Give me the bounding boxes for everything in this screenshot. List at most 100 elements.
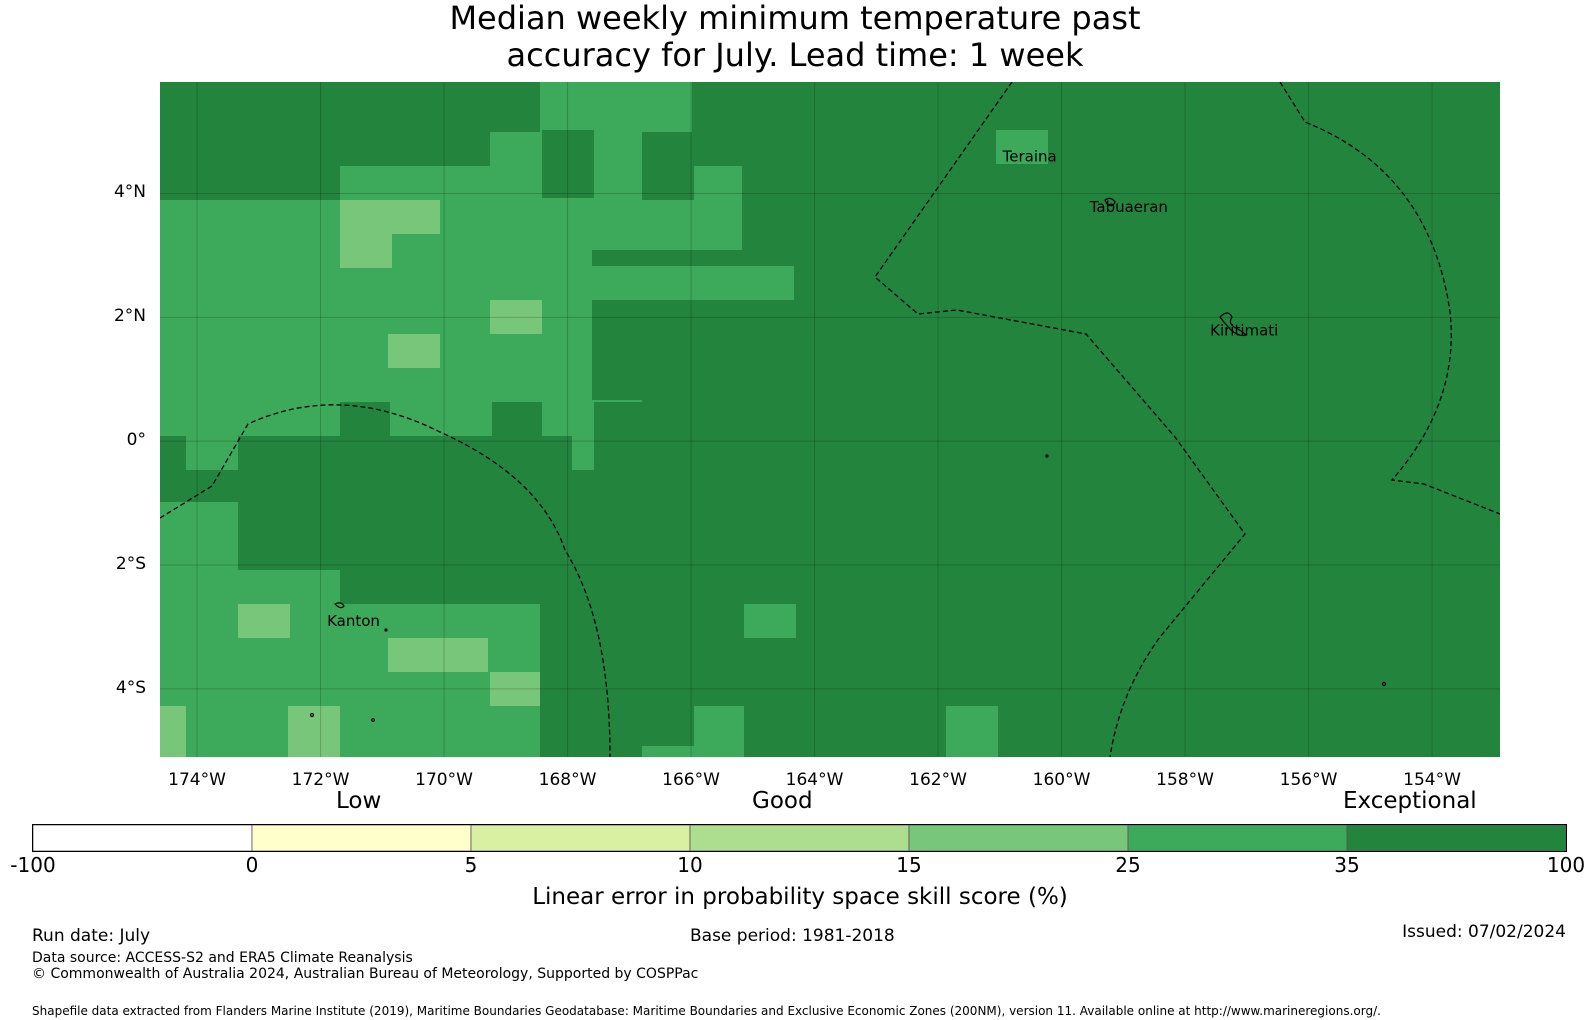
colorbar-tick-label: 15 <box>896 853 922 877</box>
colorbar-tick-label: 35 <box>1334 853 1360 877</box>
colorbar-tick-label: -100 <box>10 853 56 877</box>
kanton-eez-boundary <box>160 404 611 757</box>
cell-light <box>238 604 290 638</box>
small-reef-4 <box>1045 454 1049 458</box>
lon-tick-label: 174°W <box>168 770 226 790</box>
lon-tick-label: 154°W <box>1403 770 1461 790</box>
cell-dark <box>542 130 594 198</box>
small-reef-3 <box>1381 681 1387 687</box>
lon-tick-label: 170°W <box>415 770 473 790</box>
cell-block <box>490 132 542 166</box>
cell-block <box>744 604 796 638</box>
lon-tick-label: 172°W <box>291 770 350 790</box>
colorbar-tick-label: 0 <box>245 853 259 877</box>
cell-light <box>340 200 440 234</box>
eez-boundaries <box>160 82 1500 757</box>
colorbar-segment <box>1127 824 1348 852</box>
cell-light <box>340 234 392 268</box>
title-line-2: accuracy for July. Lead time: 1 week <box>506 36 1084 74</box>
line-islands-eez-boundary <box>874 82 1246 757</box>
data-source: Data source: ACCESS-S2 and ERA5 Climate … <box>32 950 413 966</box>
cell-dark <box>642 400 742 434</box>
colorbar-segment <box>251 824 472 852</box>
place-labels: Teraina Tabuaeran Kiritimati Kanton <box>327 147 1278 629</box>
place-label-kiritimati: Kiritimati <box>1210 321 1278 339</box>
base-period: Base period: 1981-2018 <box>690 926 895 946</box>
colorbar-frame <box>32 824 1567 852</box>
cell-block <box>160 200 340 232</box>
cell-light <box>388 638 488 672</box>
cell-light <box>288 706 340 757</box>
issued-date: Issued: 07/02/2024 <box>1402 922 1566 942</box>
cell-block <box>642 266 742 300</box>
shapefile-credit: Shapefile data extracted from Flanders M… <box>32 1004 1381 1018</box>
cell-block <box>742 266 794 300</box>
lon-tick-label: 162°W <box>909 770 967 790</box>
islands <box>309 197 1387 722</box>
cell-block <box>388 402 492 436</box>
place-label-kanton: Kanton <box>327 612 380 630</box>
category-low: Low <box>336 788 382 814</box>
cell-light <box>490 300 542 334</box>
cell-block <box>160 436 186 470</box>
kiritimati-atoll <box>1219 312 1248 337</box>
cell-light <box>160 706 186 757</box>
cell-dark <box>592 300 742 400</box>
colorbar <box>32 824 1567 852</box>
lat-tick-label: 2°S <box>115 554 146 575</box>
cell-dark <box>642 672 742 706</box>
kanton-atoll <box>333 602 345 609</box>
lat-tick-label: 0° <box>126 430 146 451</box>
place-label-tabuaeran: Tabuaeran <box>1089 198 1168 216</box>
category-good: Good <box>752 788 813 814</box>
cell-block <box>946 706 998 757</box>
cell-dark <box>642 166 694 200</box>
copyright: © Commonwealth of Australia 2024, Austra… <box>32 966 699 982</box>
cell-block <box>540 82 692 132</box>
colorbar-segment <box>470 824 691 852</box>
lon-tick-label: 166°W <box>662 770 720 790</box>
cell-block <box>590 132 642 166</box>
colorbar-tick-label: 100 <box>1546 853 1586 877</box>
cell-block <box>340 604 540 638</box>
lat-tick-label: 2°N <box>113 306 146 327</box>
cell-dark <box>642 706 694 746</box>
skill-score-map[interactable]: Teraina Tabuaeran Kiritimati Kanton <box>160 82 1500 757</box>
cell-block <box>160 502 238 570</box>
lon-tick-label: 158°W <box>1156 770 1214 790</box>
colorbar-label: Linear error in probability space skill … <box>532 884 1068 910</box>
colorbar-tick-label: 10 <box>677 853 703 877</box>
colorbar-segment <box>1346 824 1567 852</box>
cell-block <box>160 232 340 250</box>
tabuaeran-atoll <box>1104 197 1116 207</box>
place-label-teraina: Teraina <box>1002 147 1057 165</box>
lat-tick-label: 4°N <box>113 182 146 203</box>
skill-cells <box>160 82 1048 757</box>
lon-tick-label: 168°W <box>538 770 597 790</box>
category-exceptional: Exceptional <box>1343 788 1477 814</box>
colorbar-tick-label: 5 <box>464 853 478 877</box>
small-reef-1 <box>309 712 315 718</box>
lon-tick-label: 164°W <box>785 770 844 790</box>
cell-dark <box>238 436 572 570</box>
lon-tick-label: 160°W <box>1032 770 1091 790</box>
cell-block <box>160 402 342 436</box>
colorbar-segment <box>689 824 910 852</box>
cell-block <box>694 706 744 742</box>
graticule <box>160 82 1500 757</box>
cell-block <box>490 638 540 672</box>
cell-light <box>490 672 542 706</box>
colorbar-segment <box>32 824 253 852</box>
colorbar-segment <box>908 824 1129 852</box>
small-reef-5 <box>384 628 388 632</box>
cell-light <box>388 334 440 368</box>
run-date: Run date: July <box>32 926 151 946</box>
map-panel[interactable]: Teraina Tabuaeran Kiritimati Kanton <box>160 82 1500 757</box>
map-title: Median weekly minimum temperature past a… <box>0 0 1590 74</box>
lon-tick-label: 156°W <box>1279 770 1338 790</box>
cell-block <box>996 130 1048 164</box>
lat-tick-label: 4°S <box>115 677 146 698</box>
cell-dark <box>340 570 540 604</box>
kiritimati-eez-boundary <box>1279 82 1500 515</box>
colorbar-tick-label: 25 <box>1115 853 1141 877</box>
